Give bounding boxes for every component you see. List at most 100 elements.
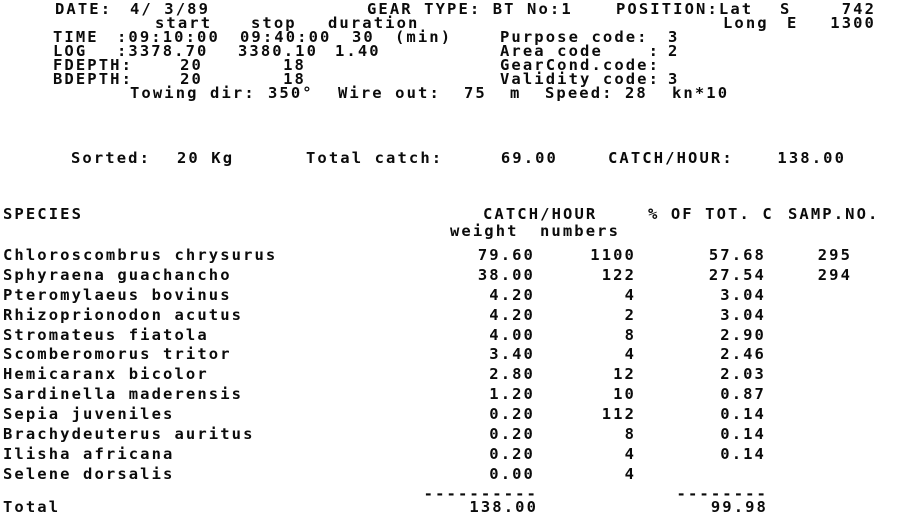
numbers-cell: 10 [613, 385, 636, 403]
weight-cell: 1.20 [489, 385, 535, 403]
table-row: Sepia juveniles 0.20 112 0.14 [0, 405, 900, 424]
weight-cell: 0.20 [489, 425, 535, 443]
pct-cell: 2.03 [720, 365, 766, 383]
col-header-duration: duration [328, 14, 420, 32]
numbers-cell: 8 [624, 326, 636, 344]
long-value: 1300 [830, 14, 876, 32]
table-row: Selene dorsalis 0.00 4 [0, 465, 900, 484]
validity-value: 3 [668, 70, 680, 88]
speed-value: 28 [625, 84, 648, 102]
purpose-value: 3 [668, 28, 680, 46]
numbers-cell: 4 [624, 286, 636, 304]
fdepth-label: FDEPTH: [53, 56, 134, 74]
pct-cell: 0.87 [720, 385, 766, 403]
numbers-cell: 1100 [590, 246, 636, 264]
col-header-start: start [155, 14, 213, 32]
weight-cell: 0.00 [489, 465, 535, 483]
weight-cell: 4.00 [489, 326, 535, 344]
table-row: Rhizoprionodon acutus 4.20 2 3.04 [0, 306, 900, 325]
numbers-cell: 4 [624, 465, 636, 483]
weight-cell: 4.20 [489, 306, 535, 324]
species-name-cell: Sepia juveniles [3, 405, 175, 423]
validity-label: Validity code: [500, 70, 661, 88]
lat-hemisphere: S [780, 0, 792, 18]
pct-cell: 57.68 [708, 246, 766, 264]
log-start: :3378.70 [117, 42, 209, 60]
time-unit: (min) [395, 28, 453, 46]
towing-dir-value: 350° [268, 84, 314, 102]
fdepth-start: 20 [180, 56, 203, 74]
speed-label: Speed: [545, 84, 614, 102]
gearcond-label: GearCond.code: [500, 56, 661, 74]
species-name-cell: Brachydeuterus auritus [3, 425, 255, 443]
catch-hour-value: 138.00 [777, 149, 846, 167]
table-header-species: SPECIES [3, 205, 84, 223]
time-duration: 30 [352, 28, 375, 46]
speed-unit: kn*10 [672, 84, 730, 102]
catch-hour-label: CATCH/HOUR: [608, 149, 734, 167]
table-row: Ilisha africana 0.20 4 0.14 [0, 445, 900, 464]
numbers-cell: 8 [624, 425, 636, 443]
lat-value: 742 [841, 0, 876, 18]
date-label: DATE: [55, 0, 113, 18]
numbers-cell: 4 [624, 345, 636, 363]
pct-cell: 0.14 [720, 425, 766, 443]
total-catch-value: 69.00 [500, 149, 558, 167]
purpose-label: Purpose code: [500, 28, 649, 46]
pct-cell: 3.04 [720, 306, 766, 324]
samp-no-cell: 295 [817, 246, 852, 264]
species-name-cell: Sphyraena guachancho [3, 266, 232, 284]
numbers-cell: 122 [601, 266, 636, 284]
long-label: Long [723, 14, 769, 32]
table-row: Pteromylaeus bovinus 4.20 4 3.04 [0, 286, 900, 305]
sorted-value: 20 Kg [177, 149, 235, 167]
log-duration: 1.40 [335, 42, 381, 60]
table-row: Scomberomorus tritor 3.40 4 2.46 [0, 345, 900, 364]
area-value: 2 [668, 42, 680, 60]
table-subheader-weight: weight [450, 222, 519, 240]
pct-cell: 0.14 [720, 445, 766, 463]
species-name-cell: Pteromylaeus bovinus [3, 286, 232, 304]
table-subheader-numbers: numbers [540, 222, 621, 240]
table-row: Stromateus fiatola 4.00 8 2.90 [0, 326, 900, 345]
wire-out-label: Wire out: [338, 84, 441, 102]
total-catch-label: Total catch: [306, 149, 444, 167]
time-stop: 09:40:00 [240, 28, 332, 46]
weight-cell: 2.80 [489, 365, 535, 383]
weight-cell: 4.20 [489, 286, 535, 304]
species-name-cell: Chloroscombrus chrysurus [3, 246, 278, 264]
bdepth-start: 20 [180, 70, 203, 88]
pct-cell: 0.14 [720, 405, 766, 423]
long-hemisphere: E [787, 14, 799, 32]
date-value: 4/ 3/89 [130, 0, 211, 18]
weight-cell: 0.20 [489, 405, 535, 423]
sorted-label: Sorted: [71, 149, 152, 167]
pct-total-separator: -------- [676, 485, 768, 503]
pct-cell: 27.54 [708, 266, 766, 284]
wire-out-unit: m [510, 84, 522, 102]
numbers-cell: 112 [601, 405, 636, 423]
weight-cell: 79.60 [477, 246, 535, 264]
time-start: :09:10:00 [117, 28, 220, 46]
table-row: Chloroscombrus chrysurus 79.60 1100 57.6… [0, 246, 900, 265]
weight-cell: 3.40 [489, 345, 535, 363]
table-row: Brachydeuterus auritus 0.20 8 0.14 [0, 425, 900, 444]
pct-cell: 2.46 [720, 345, 766, 363]
total-weight-value: 138.00 [469, 498, 538, 516]
wire-out-value: 75 [464, 84, 487, 102]
bdepth-stop: 18 [283, 70, 306, 88]
species-name-cell: Ilisha africana [3, 445, 175, 463]
log-stop: 3380.10 [238, 42, 319, 60]
table-header-pct-tot: % OF TOT. C [648, 205, 774, 223]
time-label: TIME [53, 28, 99, 46]
species-name-cell: Selene dorsalis [3, 465, 175, 483]
table-row: Sardinella maderensis 1.20 10 0.87 [0, 385, 900, 404]
pct-cell: 3.04 [720, 286, 766, 304]
total-label: Total [3, 498, 61, 516]
towing-dir-label: Towing dir: [130, 84, 256, 102]
numbers-cell: 12 [613, 365, 636, 383]
numbers-cell: 4 [624, 445, 636, 463]
species-name-cell: Scomberomorus tritor [3, 345, 232, 363]
weight-total-separator: ---------- [423, 485, 538, 503]
table-row: Sphyraena guachancho 38.00 122 27.54 294 [0, 266, 900, 285]
